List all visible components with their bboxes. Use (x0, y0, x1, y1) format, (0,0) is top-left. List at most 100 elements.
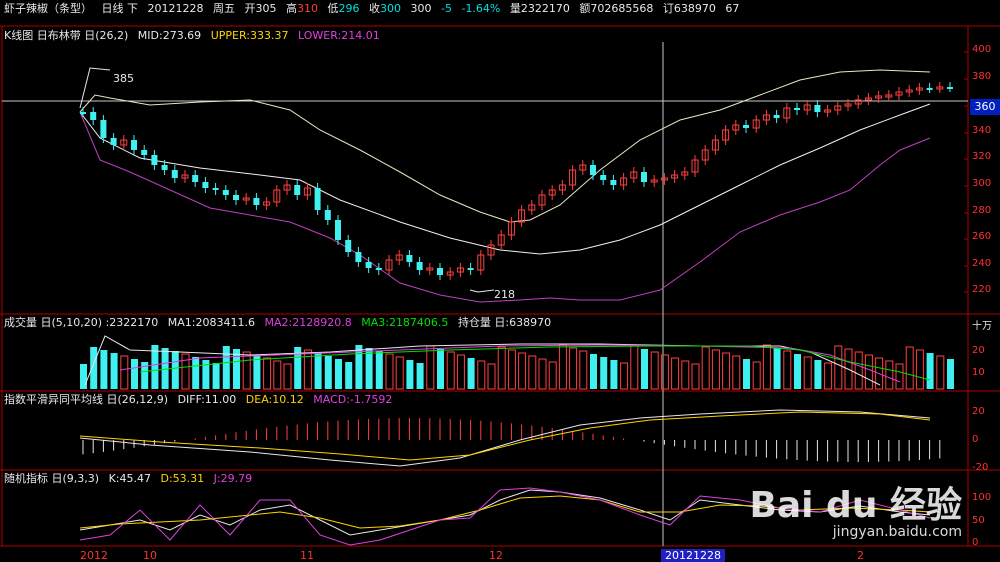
volume-bar (385, 353, 394, 390)
boll-upper-line (79, 69, 931, 223)
volume-bar (324, 356, 332, 389)
low-value: 296 (338, 2, 360, 15)
candle-body (794, 108, 800, 110)
candle-body (100, 120, 107, 138)
volume-bar (141, 362, 149, 389)
kdj-j: J:29.79 (213, 472, 253, 485)
volume-bar (294, 347, 302, 389)
volume-bar (732, 355, 741, 390)
candle-body (222, 190, 229, 195)
vol-ma1: MA1:2083411.6 (167, 316, 255, 329)
weekday: 周五 (213, 2, 235, 15)
close-value-2: 300 (410, 2, 432, 15)
volume-bar (875, 357, 884, 390)
candle-body (518, 209, 526, 223)
open-interest: 订638970 (662, 2, 716, 15)
volume-bar (345, 362, 353, 389)
macd-dea-line (79, 411, 931, 461)
volume-bar (620, 362, 629, 390)
volume: 量2322170 (509, 2, 570, 15)
hold-volume: 持仓量 日:638970 (457, 316, 552, 329)
volume-bar (762, 344, 771, 390)
volume-bar (487, 363, 496, 390)
candle-body (192, 175, 199, 182)
x-label: 10 (143, 549, 157, 562)
volume-bar (263, 357, 272, 390)
volume-bar (181, 353, 190, 390)
candle-body (558, 184, 566, 191)
x-label: 12 (489, 549, 503, 562)
volume-bar (120, 355, 129, 390)
x-label: 2012 (80, 549, 108, 562)
candle-body (314, 188, 321, 210)
boll-mid-line (79, 103, 931, 255)
volume-bar (314, 353, 322, 389)
candle-body (385, 259, 393, 271)
boll-upper: UPPER:333.37 (210, 29, 289, 42)
volume-bar (477, 360, 486, 390)
volume-bar (467, 358, 475, 389)
candle-body (120, 139, 128, 146)
volume-bar (416, 363, 424, 389)
y-tick: 260 (972, 231, 992, 242)
candle-body (783, 107, 791, 119)
boll-mid: MID:273.69 (137, 29, 202, 42)
candle-body (375, 268, 382, 270)
candle-body (395, 254, 403, 261)
y-tick: 340 (972, 125, 992, 136)
candle-body (90, 112, 97, 120)
y-tick: 280 (972, 205, 992, 216)
y-tick: 220 (972, 284, 992, 295)
volume-bar (660, 354, 669, 390)
y-tick: 380 (972, 71, 992, 82)
candle-body (263, 201, 271, 206)
period: 日线 下 (101, 2, 139, 15)
kdj-d: D:53.31 (160, 472, 205, 485)
change: -5 (441, 2, 452, 15)
volume-bar (253, 355, 261, 389)
high-annotation: 385 (113, 72, 134, 85)
volume-bar (885, 360, 894, 390)
volume-bar (722, 352, 731, 390)
y-tick: 240 (972, 258, 992, 269)
volume-bar (161, 348, 169, 389)
volume-bar (283, 363, 292, 390)
volume-bar (711, 349, 720, 390)
candle-body (620, 177, 628, 186)
candle-body (579, 164, 587, 171)
volume-bar (202, 360, 210, 389)
volume-bar (743, 359, 750, 389)
candle-body (283, 184, 291, 191)
candle-body (487, 244, 495, 256)
candle-body (171, 170, 178, 178)
candle-body (875, 95, 883, 99)
volume-bar (824, 362, 833, 390)
extra-value: 67 (725, 2, 740, 15)
volume-bar (915, 349, 924, 390)
candle-body (212, 188, 219, 190)
candle-body (854, 99, 862, 105)
candle-body (660, 177, 668, 181)
macd-legend: 指数平滑异同平均线 日(26,12,9) DIFF:11.00 DEA:10.1… (4, 393, 398, 407)
volume-bar (590, 354, 597, 389)
volume-value: :2322170 (105, 316, 159, 329)
candle-body (467, 268, 474, 270)
kdj-k-line (79, 489, 931, 536)
candle-body (345, 240, 352, 252)
volume-bar (446, 351, 455, 390)
candle-body (355, 252, 362, 262)
candle-body (437, 268, 443, 275)
volume-bar (335, 359, 342, 389)
volume-bar (395, 356, 404, 390)
candle-body (273, 189, 281, 203)
candle-body (110, 138, 117, 145)
volume-bar (273, 360, 282, 390)
baidu-watermark: Bai du 经验 jingyan.baidu.com (749, 476, 962, 540)
volume-bar (212, 363, 220, 389)
volume-bar (518, 352, 527, 390)
candle-body (762, 114, 770, 121)
cursor-date: 20121228 (661, 549, 725, 562)
volume-bar (222, 346, 230, 389)
kdj-k: K:45.47 (108, 472, 151, 485)
